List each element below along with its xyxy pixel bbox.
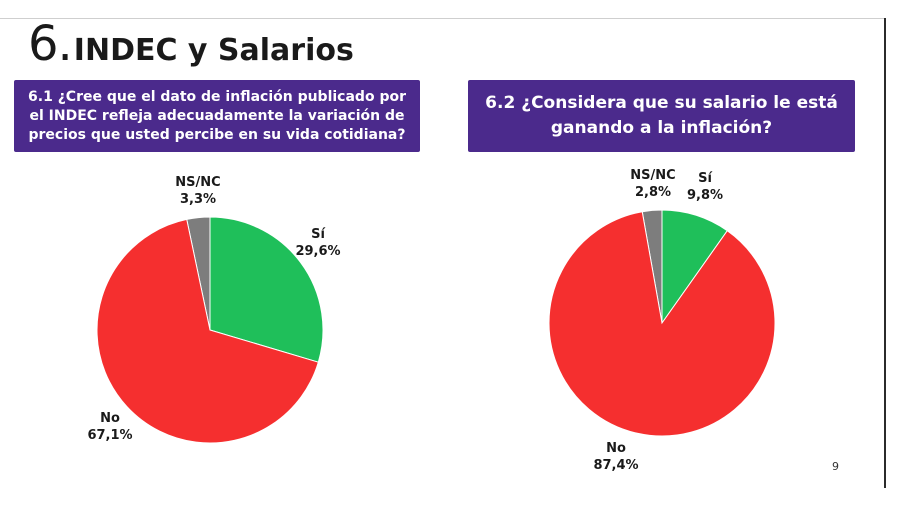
pie2-label-nsnc-name: NS/NC [630, 168, 676, 183]
pie2-label-nsnc-value: 2,8% [634, 185, 672, 200]
pie2-label-no-name: No [606, 441, 626, 456]
section-number: 6. [28, 16, 73, 72]
question-6-1-text: 6.1 ¿Cree que el dato de inflación publi… [28, 88, 406, 143]
question-6-2-box: 6.2 ¿Considera que su salario le está ga… [468, 80, 855, 152]
pie2-slice-no [548, 211, 776, 437]
section-title: INDEC y Salarios [73, 33, 354, 68]
pie1-slice-si [209, 216, 324, 363]
pie1-label-no-name: No [100, 411, 120, 426]
pie1-label-no-value: 67,1% [87, 428, 133, 443]
pie1-label-nsnc-value: 3,3% [179, 192, 217, 207]
right-border [884, 18, 886, 488]
pie2-label-no: No 87,4% [586, 440, 646, 474]
question-6-2-text: 6.2 ¿Considera que su salario le está ga… [485, 93, 838, 138]
pie1-label-si: Sí 29,6% [288, 226, 348, 260]
slide-title: 6.INDEC y Salarios [28, 16, 354, 72]
top-divider [0, 18, 884, 19]
question-6-1-box: 6.1 ¿Cree que el dato de inflación publi… [14, 80, 420, 152]
page-number: 9 [832, 460, 839, 473]
pie2-label-si: Sí 9,8% [677, 170, 733, 204]
pie2-label-si-name: Sí [698, 171, 712, 186]
pie2-label-si-value: 9,8% [686, 188, 724, 203]
pie2-label-no-value: 87,4% [593, 458, 639, 473]
pie1-label-no: No 67,1% [80, 410, 140, 444]
pie1-label-si-name: Sí [311, 227, 325, 242]
pie2-label-nsnc: NS/NC 2,8% [618, 167, 688, 201]
pie1-label-nsnc: NS/NC 3,3% [163, 174, 233, 208]
pie1-label-nsnc-name: NS/NC [175, 175, 221, 190]
pie1-label-si-value: 29,6% [295, 244, 341, 259]
pie1-slice-no [96, 218, 319, 444]
